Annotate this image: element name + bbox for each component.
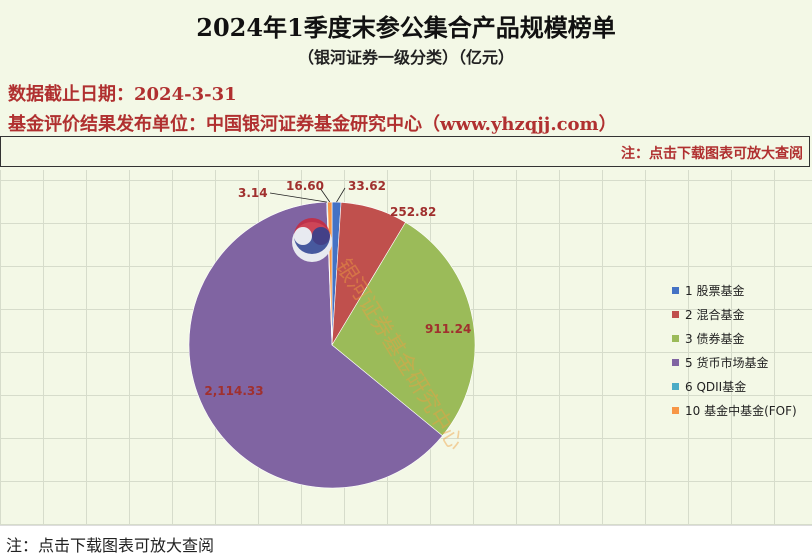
legend-item-6: 10 基金中基金(FOF) — [672, 398, 797, 422]
yinhe-logo-icon — [292, 218, 332, 262]
chart-area: 33.62 252.82 911.24 2,114.33 3.14 16.60 银河证券基… — [0, 170, 812, 525]
legend-item-3: 3 债券基金 — [672, 326, 797, 350]
legend-swatch — [672, 286, 679, 294]
note-box: 注：点击下载图表可放大查阅 — [0, 136, 810, 167]
report-header: 2024年1季度末参公集合产品规模榜单 （银河证券一级分类）（亿元） 数据截止日… — [0, 0, 812, 170]
legend-swatch — [672, 334, 679, 342]
download-note[interactable]: 注：点击下载图表可放大查阅 — [621, 146, 803, 162]
pie-slice-4 — [188, 201, 443, 489]
data-label-3: 911.24 — [425, 322, 471, 336]
data-label-5: 3.14 — [238, 186, 268, 200]
legend-swatch — [672, 382, 679, 390]
leader-line-1 — [336, 187, 346, 203]
data-label-2: 252.82 — [390, 205, 436, 219]
legend-label: 10 基金中基金(FOF) — [685, 403, 797, 418]
chart-subtitle: （银河证券一级分类）（亿元） — [297, 48, 514, 67]
legend-label: 5 货币市场基金 — [685, 355, 769, 370]
legend-swatch — [672, 406, 679, 414]
legend-label: 6 QDII基金 — [685, 379, 747, 394]
chart-legend: 1 股票基金 2 混合基金 3 债券基金 5 货币市场基金 6 QDII基金 10 基金中… — [672, 278, 797, 422]
leader-line-5 — [269, 192, 328, 203]
chart-title: 2024年1季度末参公集合产品规模榜单 — [196, 13, 616, 42]
footer-note[interactable]: 注：点击下载图表可放大查阅 — [6, 536, 215, 555]
pie-slice-3 — [331, 221, 476, 437]
legend-item-5: 6 QDII基金 — [672, 374, 797, 398]
footer: 注：点击下载图表可放大查阅 — [0, 525, 812, 556]
legend-label: 3 债券基金 — [685, 331, 745, 346]
publisher-line: 基金评价结果发布单位：中国银河证券基金研究中心（www.yhzqjj.com） — [8, 114, 617, 135]
data-label-6: 16.60 — [286, 179, 324, 193]
date-line: 数据截止日期：2024-3-31 — [8, 84, 237, 105]
legend-item-2: 2 混合基金 — [672, 302, 797, 326]
legend-label: 1 股票基金 — [685, 283, 745, 298]
data-label-1: 33.62 — [348, 179, 386, 193]
legend-swatch — [672, 358, 679, 366]
legend-swatch — [672, 310, 679, 318]
legend-label: 2 混合基金 — [685, 307, 745, 322]
legend-item-1: 1 股票基金 — [672, 278, 797, 302]
data-label-4: 2,114.33 — [204, 384, 263, 398]
leader-line-6 — [319, 187, 331, 203]
legend-item-4: 5 货币市场基金 — [672, 350, 797, 374]
